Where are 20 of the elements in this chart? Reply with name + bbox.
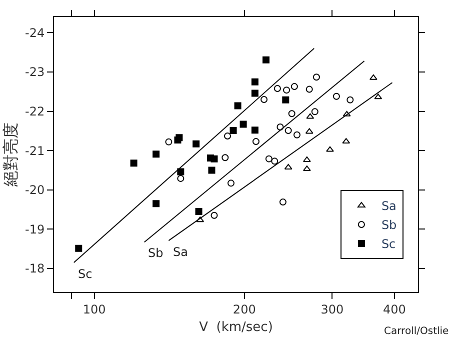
annotation: Sa xyxy=(173,245,188,259)
y-tick-label: -21 xyxy=(24,144,45,158)
text: Carroll/Ostlie xyxy=(384,326,449,337)
y-tick-label: -18 xyxy=(24,262,45,276)
legend-label: Sc xyxy=(381,237,396,252)
x-tick-label: 300 xyxy=(320,302,344,316)
y-tick-label: -20 xyxy=(24,183,45,198)
y-tick-label: -24 xyxy=(24,26,45,40)
annotation: Sc xyxy=(78,267,92,281)
legend-label: Sa xyxy=(381,199,396,214)
annotation: Sb xyxy=(148,246,164,260)
x-tick-label: 100 xyxy=(82,302,106,316)
x-tick-label: 200 xyxy=(232,302,256,316)
y-tick-label: -22 xyxy=(24,104,45,118)
y-tick-label: -23 xyxy=(24,65,45,80)
x-tick-label: 400 xyxy=(382,302,406,316)
x-axis-title: V (km/sec) xyxy=(199,320,273,335)
y-axis-title: 絕對亮度 xyxy=(0,122,20,188)
legend-label: Sb xyxy=(381,218,397,232)
y-tick-label: -19 xyxy=(24,222,45,236)
